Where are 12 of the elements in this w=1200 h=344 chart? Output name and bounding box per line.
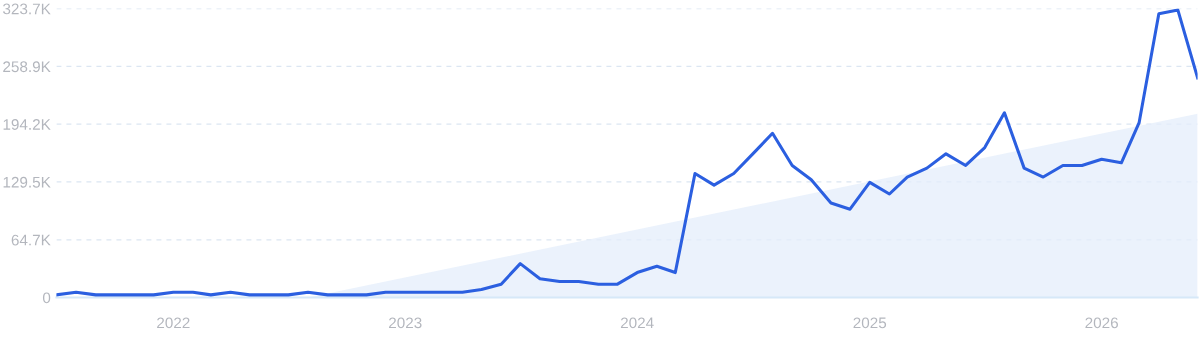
line-series [56,8,1198,297]
y-tick-label: 64.7K [11,234,51,246]
x-tick-label: 2026 [1085,317,1118,329]
y-tick-label: 129.5K [3,176,51,188]
y-tick-label: 258.9K [3,61,51,73]
x-tick-label: 2023 [389,317,422,329]
y-tick-label: 323.7K [3,3,51,15]
x-tick-label: 2024 [620,317,654,329]
y-tick-label: 194.2K [3,119,51,130]
x-tick-label: 2025 [853,317,887,329]
y-tick-label: 0 [42,292,51,304]
x-tick-label: 2022 [157,317,190,329]
